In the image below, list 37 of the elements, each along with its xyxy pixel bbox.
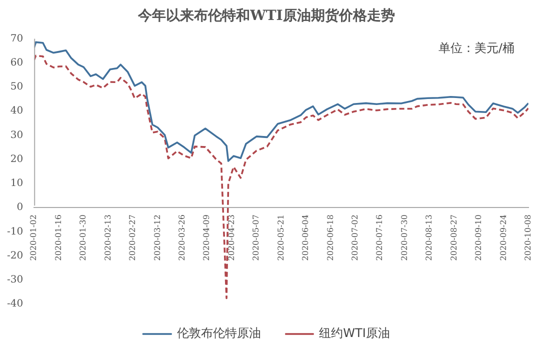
x-tick-label: 2020-06-04 xyxy=(301,214,310,261)
x-tick-label: 2020-02-27 xyxy=(128,214,138,261)
x-tick-label: 2020-08-27 xyxy=(449,214,458,261)
x-tick-label: 2020-09-24 xyxy=(498,214,508,261)
x-tick-label: 2020-01-30 xyxy=(78,214,88,261)
x-tick-label: 2020-06-18 xyxy=(326,214,335,261)
x-tick-label: 2020-03-12 xyxy=(152,214,162,261)
x-tick-label: 2020-02-13 xyxy=(103,214,112,261)
x-tick-label: 2020-05-21 xyxy=(276,214,286,261)
y-tick-label: -30 xyxy=(6,274,24,286)
annotation: 单位：美元/桶 xyxy=(438,40,514,55)
x-tick-label: 2020-04-23 xyxy=(226,214,236,261)
y-tick-label: -40 xyxy=(6,298,24,310)
y-tick-label: -20 xyxy=(6,250,24,262)
y-tick-label: -10 xyxy=(6,226,24,238)
x-tick-label: 2020-01-16 xyxy=(54,214,63,261)
chart-title: 今年以来布伦特和WTI原油期货价格走势 xyxy=(137,8,395,24)
x-tick-label: 2020-01-02 xyxy=(29,214,38,261)
x-tick-label: 2020-07-02 xyxy=(350,214,360,261)
x-tick-label: 2020-07-30 xyxy=(400,214,409,261)
y-tick-label: 50 xyxy=(10,82,24,93)
y-tick-label: 20 xyxy=(10,154,24,165)
y-tick-label: 30 xyxy=(10,130,24,141)
x-tick-label: 2020-03-26 xyxy=(177,214,186,261)
y-tick-label: 0 xyxy=(16,202,24,214)
x-tick-label: 2020-05-07 xyxy=(252,214,261,261)
x-tick-label: 2020-08-13 xyxy=(424,214,434,261)
y-tick-label: 60 xyxy=(10,58,24,69)
legend-label: 纽约WTI原油 xyxy=(319,326,390,340)
x-tick-label: 2020-04-09 xyxy=(202,214,212,261)
legend-label: 伦敦布伦特原油 xyxy=(177,326,262,340)
y-tick-label: 10 xyxy=(10,178,24,190)
x-tick-label: 2020-09-10 xyxy=(474,214,484,261)
x-tick-label: 2020-07-16 xyxy=(375,214,384,261)
y-tick-label: 40 xyxy=(10,106,24,117)
y-tick-label: 70 xyxy=(10,33,24,44)
x-tick-label: 2020-10-08 xyxy=(523,214,532,261)
